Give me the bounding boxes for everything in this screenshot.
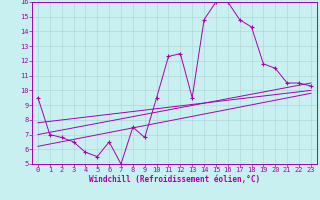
X-axis label: Windchill (Refroidissement éolien,°C): Windchill (Refroidissement éolien,°C) xyxy=(89,175,260,184)
